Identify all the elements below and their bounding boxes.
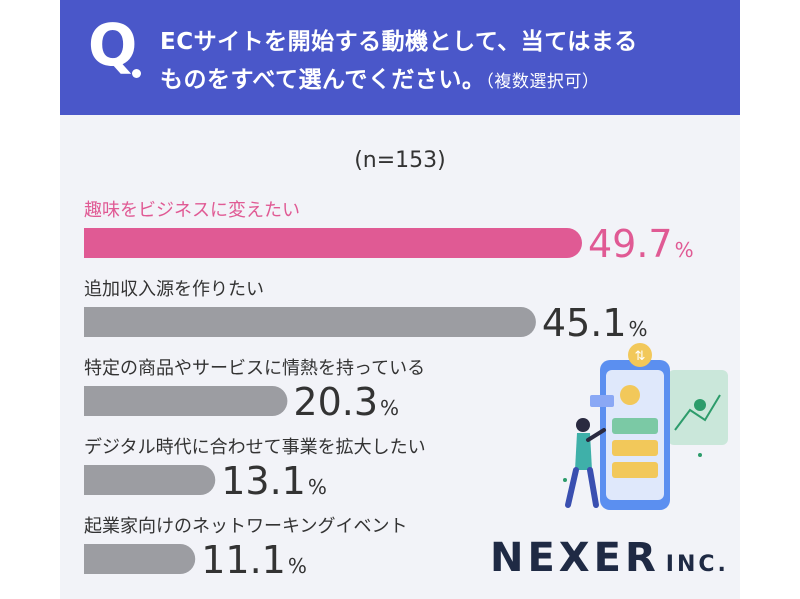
- category-label: 追加収入源を作りたい: [84, 279, 264, 300]
- value-label: 20.3%: [293, 380, 399, 424]
- value-number: 20.3: [293, 380, 378, 424]
- question-line-2: ものをすべて選んでください。（複数選択可）: [160, 60, 599, 94]
- svg-text:⇅: ⇅: [635, 349, 646, 364]
- bar: [84, 228, 582, 258]
- value-number: 45.1: [542, 301, 627, 345]
- bar: [84, 386, 288, 416]
- question-line-1: ECサイトを開始する動機として、当てはまる: [160, 29, 638, 55]
- bar-left-edge: [84, 465, 99, 495]
- bar-left-edge: [84, 544, 99, 574]
- value-unit: %: [288, 554, 307, 578]
- value-label: 13.1%: [221, 459, 327, 503]
- q-mark-dot: [132, 69, 141, 78]
- bar-left-edge: [84, 307, 99, 337]
- illustration: ⇅: [563, 343, 728, 510]
- value-unit: %: [380, 396, 399, 420]
- q-mark: Q: [88, 11, 138, 79]
- category-label: 起業家向けのネットワーキングイベント: [84, 516, 407, 537]
- logo-main: NEXER: [490, 535, 660, 581]
- value-label: 49.7%: [588, 222, 694, 266]
- bar-left-edge: [84, 228, 99, 258]
- bar: [84, 465, 216, 495]
- question-line-2-text: ものをすべて選んでください。: [160, 67, 486, 93]
- bar: [84, 307, 536, 337]
- question-note: （複数選択可）: [485, 72, 600, 92]
- category-label: 趣味をビジネスに変えたい: [84, 200, 300, 221]
- value-number: 49.7: [588, 222, 673, 266]
- category-label: デジタル時代に合わせて事業を拡大したい: [84, 437, 426, 458]
- category-label: 特定の商品やサービスに情熱を持っている: [84, 358, 425, 379]
- bar-left-edge: [84, 386, 99, 416]
- value-unit: %: [675, 238, 694, 262]
- question-header: [60, 0, 740, 115]
- value-label: 11.1%: [201, 538, 307, 582]
- logo-inc: INC.: [665, 552, 729, 577]
- value-number: 11.1: [201, 538, 286, 582]
- bar: [84, 544, 196, 574]
- value-number: 13.1: [221, 459, 306, 503]
- sample-size: (n=153): [354, 148, 446, 173]
- nexer-logo: NEXER INC.: [490, 538, 729, 578]
- value-unit: %: [629, 317, 648, 341]
- value-label: 45.1%: [542, 301, 648, 345]
- bar-group: 趣味をビジネスに変えたい 49.7 % 追加収入源を作りたい 45.1 % 特定の商品やサー…: [84, 200, 694, 582]
- value-unit: %: [308, 475, 327, 499]
